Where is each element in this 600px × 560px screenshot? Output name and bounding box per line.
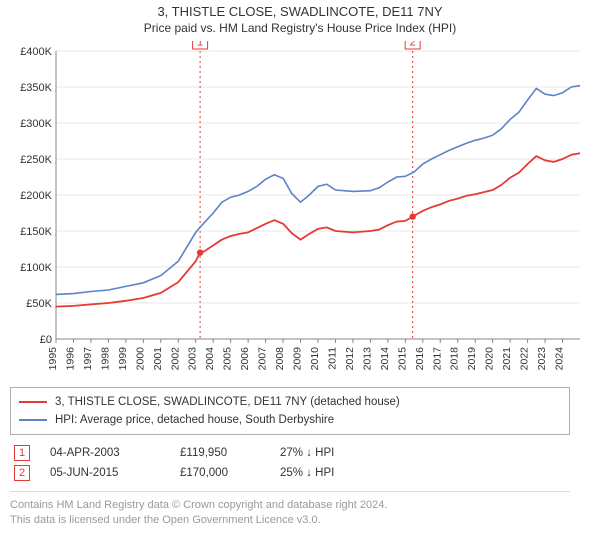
svg-text:2009: 2009 [292, 347, 304, 371]
svg-text:2002: 2002 [169, 347, 181, 371]
table-row: 1 04-APR-2003 £119,950 27% ↓ HPI [10, 443, 570, 463]
svg-text:1: 1 [197, 41, 203, 49]
svg-text:£50K: £50K [26, 298, 52, 310]
svg-text:£100K: £100K [20, 262, 52, 274]
chart-title: 3, THISTLE CLOSE, SWADLINCOTE, DE11 7NY [10, 4, 590, 19]
svg-text:1995: 1995 [47, 347, 59, 371]
svg-text:1999: 1999 [117, 347, 129, 371]
svg-text:1996: 1996 [64, 347, 76, 371]
svg-text:2003: 2003 [187, 347, 199, 371]
footer-line: This data is licensed under the Open Gov… [10, 513, 570, 528]
svg-text:2016: 2016 [414, 347, 426, 371]
chart-area: £0 £50K £100K £150K £200K £250K £300K £350K £400… [10, 41, 590, 381]
svg-text:2005: 2005 [222, 347, 234, 371]
svg-text:1997: 1997 [82, 347, 94, 371]
svg-text:2: 2 [410, 41, 416, 49]
svg-text:2012: 2012 [344, 347, 356, 371]
sales-table: 1 04-APR-2003 £119,950 27% ↓ HPI 2 05-JU… [10, 443, 570, 483]
svg-text:£400K: £400K [20, 46, 52, 58]
legend-swatch-blue [19, 419, 47, 421]
legend-item: 3, THISTLE CLOSE, SWADLINCOTE, DE11 7NY … [19, 393, 561, 411]
svg-text:2021: 2021 [501, 347, 513, 371]
sale-marker-box: 1 [14, 445, 30, 461]
sale-price: £119,950 [180, 447, 260, 459]
sale-delta: 25% ↓ HPI [280, 467, 420, 479]
svg-text:£150K: £150K [20, 226, 52, 238]
svg-text:2000: 2000 [134, 347, 146, 371]
legend-label: HPI: Average price, detached house, Sout… [55, 411, 334, 429]
svg-text:2019: 2019 [466, 347, 478, 371]
page-container: 3, THISTLE CLOSE, SWADLINCOTE, DE11 7NY … [0, 0, 600, 528]
sale-marker-num: 2 [19, 467, 25, 479]
svg-text:£250K: £250K [20, 154, 52, 166]
sale-marker-num: 1 [19, 447, 25, 459]
sale-delta: 27% ↓ HPI [280, 447, 420, 459]
svg-text:1998: 1998 [99, 347, 111, 371]
sale-price: £170,000 [180, 467, 260, 479]
sale-date: 04-APR-2003 [50, 447, 160, 459]
legend: 3, THISTLE CLOSE, SWADLINCOTE, DE11 7NY … [10, 387, 570, 435]
svg-text:2024: 2024 [554, 347, 566, 371]
chart-subtitle: Price paid vs. HM Land Registry's House … [10, 21, 590, 35]
sale-date: 05-JUN-2015 [50, 467, 160, 479]
svg-text:2015: 2015 [396, 347, 408, 371]
svg-text:2023: 2023 [536, 347, 548, 371]
footer-line: Contains HM Land Registry data © Crown c… [10, 498, 570, 513]
svg-text:2013: 2013 [361, 347, 373, 371]
svg-text:£200K: £200K [20, 190, 52, 202]
svg-text:2001: 2001 [152, 347, 164, 371]
line-chart: £0 £50K £100K £150K £200K £250K £300K £350K £400… [10, 41, 590, 381]
legend-swatch-red [19, 401, 47, 403]
svg-text:£300K: £300K [20, 118, 52, 130]
svg-text:2010: 2010 [309, 347, 321, 371]
legend-item: HPI: Average price, detached house, Sout… [19, 411, 561, 429]
svg-text:2018: 2018 [449, 347, 461, 371]
svg-text:2020: 2020 [484, 347, 496, 371]
svg-text:2014: 2014 [379, 347, 391, 371]
table-row: 2 05-JUN-2015 £170,000 25% ↓ HPI [10, 463, 570, 483]
svg-text:2022: 2022 [519, 347, 531, 371]
svg-text:2011: 2011 [326, 347, 338, 370]
svg-text:£350K: £350K [20, 82, 52, 94]
svg-text:2008: 2008 [274, 347, 286, 371]
svg-text:£0: £0 [40, 334, 52, 346]
svg-text:2004: 2004 [204, 347, 216, 371]
sale-marker-box: 2 [14, 465, 30, 481]
legend-label: 3, THISTLE CLOSE, SWADLINCOTE, DE11 7NY … [55, 393, 400, 411]
svg-text:2007: 2007 [257, 347, 269, 371]
svg-text:2017: 2017 [431, 347, 443, 371]
svg-text:2006: 2006 [239, 347, 251, 371]
footer-attribution: Contains HM Land Registry data © Crown c… [10, 491, 570, 528]
